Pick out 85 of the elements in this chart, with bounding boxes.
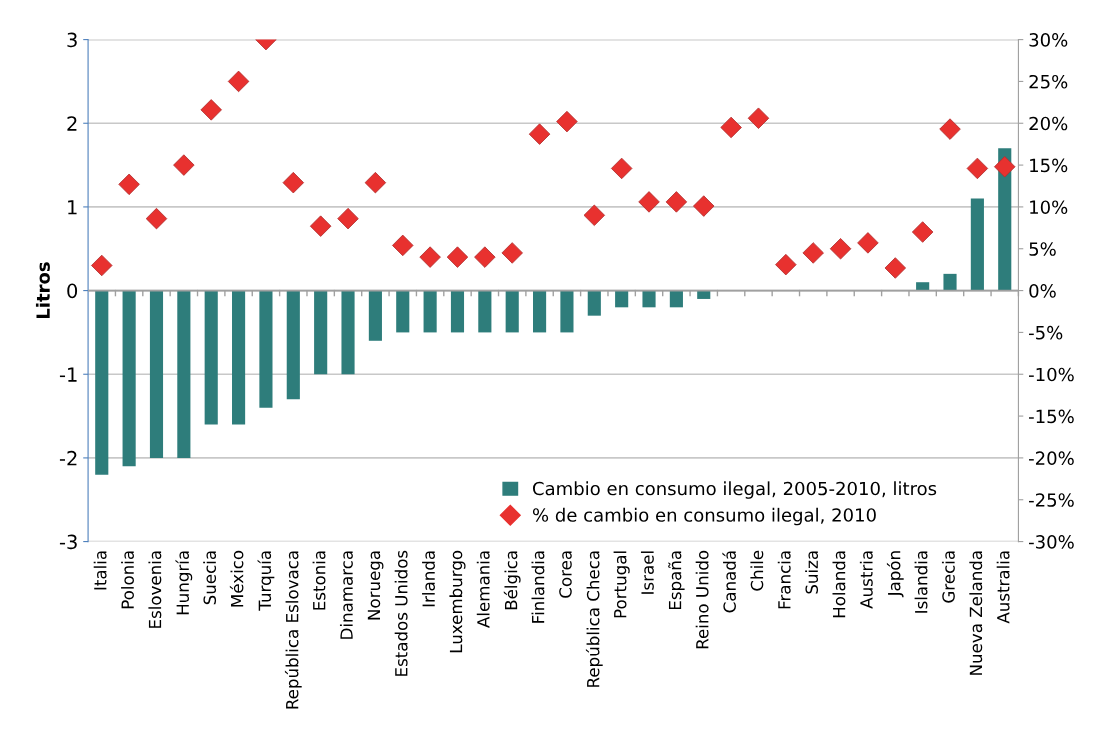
- y-tick-label: 2: [67, 116, 77, 131]
- bar: [423, 290, 437, 333]
- y-tick-label: 0: [67, 283, 78, 299]
- x-tick-label: Portugal: [613, 551, 630, 618]
- x-tick-label: Austria: [859, 551, 873, 609]
- bar: [697, 290, 711, 299]
- x-tick-label: Estonia: [312, 551, 326, 610]
- x-tick-label: Eslovenia: [148, 551, 162, 628]
- y2-tick-label: 0%: [1029, 284, 1056, 298]
- x-tick-label: Irlanda: [422, 551, 435, 607]
- y-axis-title: Litros: [35, 262, 50, 319]
- x-tick-label: Noruega: [367, 551, 384, 620]
- x-tick-label: Alemania: [476, 551, 490, 628]
- x-tick-label: Suiza: [805, 551, 819, 594]
- y2-tick-label: -15%: [1029, 409, 1074, 424]
- bar: [149, 290, 164, 458]
- x-tick-label: Polonia: [121, 551, 134, 609]
- bar: [122, 290, 136, 467]
- bar: [314, 290, 328, 375]
- y2-tick-label: -5%: [1029, 325, 1063, 340]
- x-tick-label: Suecia: [203, 551, 217, 605]
- bar: [232, 290, 246, 425]
- y2-tick-label: 25%: [1029, 74, 1068, 89]
- x-tick-label: Hungría: [175, 551, 193, 615]
- y2-tick-label: 30%: [1029, 33, 1068, 47]
- x-tick-label: Japón: [886, 551, 904, 598]
- bar: [450, 290, 465, 333]
- legend-label: % de cambio en consumo ilegal, 2010: [532, 507, 876, 526]
- bar: [341, 290, 355, 375]
- bar: [533, 290, 547, 333]
- bar: [478, 290, 492, 333]
- point: [227, 70, 250, 93]
- y-tick-label: -2: [59, 450, 77, 466]
- x-tick-label: Finlandia: [531, 551, 545, 623]
- bar: [259, 290, 273, 408]
- x-tick-label: Bélgica: [503, 551, 521, 610]
- legend-label: Cambio en consumo ilegal, 2005-2010, litros: [532, 481, 937, 499]
- y-tick-label: 1: [68, 200, 77, 215]
- x-tick-label: Canadá: [722, 551, 736, 613]
- bar: [587, 290, 601, 316]
- x-tick-label: República Eslovaca: [284, 551, 302, 709]
- x-tick-label: Francia: [777, 551, 791, 609]
- x-tick-label: Luxemburgo: [449, 550, 466, 653]
- y2-tick-label: 15%: [1030, 158, 1068, 173]
- bar: [368, 290, 382, 341]
- bar: [177, 290, 191, 458]
- bar: [916, 282, 930, 291]
- point: [966, 157, 989, 180]
- x-tick-label: Dinamarca: [339, 551, 353, 639]
- x-tick-label: Australia: [996, 551, 1010, 624]
- y2-tick-label: -20%: [1029, 451, 1074, 466]
- x-tick-label: República Checa: [585, 551, 603, 687]
- y2-tick-label: 5%: [1029, 242, 1056, 256]
- y2-tick-label: 10%: [1030, 200, 1068, 215]
- x-tick-label: España: [668, 551, 685, 610]
- bar: [505, 290, 519, 333]
- x-tick-label: Chile: [750, 550, 764, 591]
- x-tick-label: Corea: [559, 551, 572, 598]
- bar: [204, 290, 218, 425]
- x-tick-label: México: [229, 550, 244, 607]
- y2-tick-label: -30%: [1029, 535, 1074, 549]
- x-tick-label: Israel: [640, 551, 654, 594]
- bar: [970, 198, 984, 291]
- x-tick-label: Holanda: [832, 551, 846, 618]
- x-tick-label: Islandia: [914, 551, 928, 613]
- y-tick-label: -3: [59, 534, 77, 550]
- y2-tick-label: 20%: [1029, 116, 1068, 131]
- x-tick-label: Italia: [93, 551, 107, 590]
- bar: [560, 290, 574, 333]
- bar: [286, 290, 300, 400]
- x-tick-label: Grecia: [941, 551, 955, 603]
- x-tick-label: Estados Unidos: [394, 550, 408, 676]
- x-tick-label: Turquía: [257, 551, 275, 611]
- bar: [95, 290, 109, 475]
- y2-tick-label: -10%: [1029, 367, 1074, 382]
- x-tick-label: Nueva Zelanda: [969, 551, 983, 675]
- x-tick-label: Reino Unido: [695, 550, 709, 649]
- bar: [396, 290, 410, 333]
- bar: [943, 273, 957, 291]
- y-tick-label: 3: [67, 32, 77, 48]
- bar: [642, 290, 656, 308]
- bar: [615, 290, 629, 308]
- bar: [669, 290, 683, 308]
- y-tick-label: -1: [59, 367, 77, 382]
- y2-tick-label: -25%: [1029, 493, 1074, 507]
